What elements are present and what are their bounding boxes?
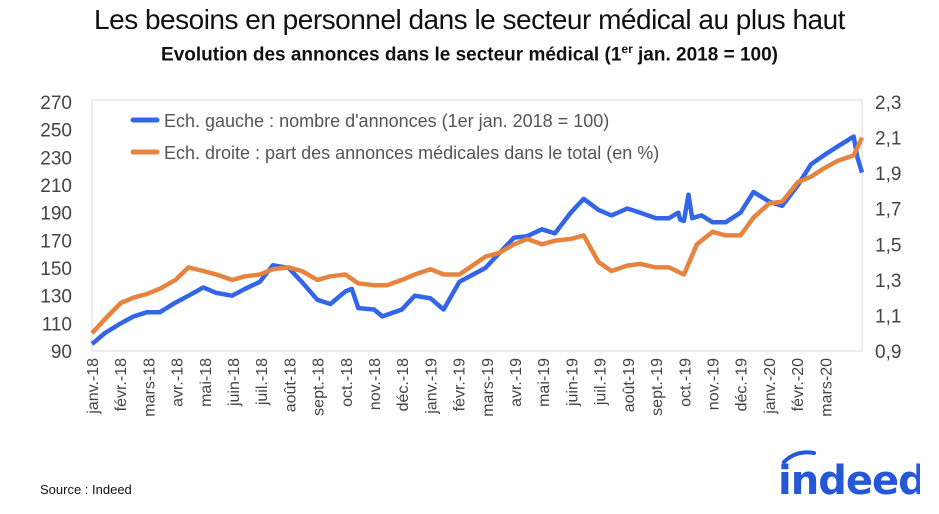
y-left-tick-label: 230 (40, 148, 72, 169)
x-tick-label: janv.-20 (762, 358, 779, 415)
legend-label: Ech. gauche : nombre d'annonces (1er jan… (164, 111, 609, 131)
y-right-tick-label: 2,3 (875, 93, 901, 114)
y-right-tick-label: 1,1 (875, 306, 901, 327)
y-left-tick-label: 210 (40, 176, 72, 197)
x-tick-label: févr.-19 (452, 358, 469, 411)
x-tick-label: déc.-18 (395, 358, 412, 411)
y-left-tick-label: 90 (51, 342, 72, 363)
x-tick-label: févr.-18 (113, 358, 130, 411)
plot-frame (91, 99, 863, 352)
y-right-tick-label: 1,9 (875, 164, 901, 185)
x-tick-label: juil.-19 (593, 358, 610, 406)
y-left-tick-label: 150 (40, 259, 72, 280)
y-left-tick-label: 110 (42, 314, 72, 335)
subtitle-text: Evolution des annonces dans le secteur m… (161, 44, 622, 66)
y-right-tick-label: 1,7 (875, 200, 901, 221)
chart-title: Les besoins en personnel dans le secteur… (94, 4, 845, 35)
y-left-tick-label: 130 (40, 287, 72, 308)
series-line-right (90, 136, 865, 335)
y-left-tick-label: 270 (40, 93, 72, 114)
svg-text:indeed: indeed (778, 458, 920, 500)
x-tick-label: juil.-18 (254, 358, 271, 406)
x-tick-label: avr.-18 (170, 358, 187, 407)
x-tick-label: mars-18 (141, 358, 158, 417)
chart-subtitle: Evolution des annonces dans le secteur m… (0, 42, 939, 66)
x-tick-label: déc.-19 (734, 358, 751, 411)
x-tick-label: nov.-18 (367, 358, 384, 410)
indeed-logo: indeed (770, 450, 927, 505)
x-tick-label: oct.-19 (677, 358, 694, 407)
x-tick-label: avr.-19 (508, 358, 525, 407)
subtitle-sup: er (621, 42, 633, 56)
y-right-tick-label: 1,5 (875, 235, 901, 256)
subtitle-text-end: jan. 2018 = 100) (632, 44, 778, 66)
y-right-tick-label: 1,3 (875, 271, 901, 292)
source-note: Source : Indeed (40, 482, 132, 497)
x-tick-label: mars-20 (818, 358, 835, 417)
x-tick-label: juin-18 (226, 358, 243, 407)
y-left-tick-label: 190 (40, 204, 72, 225)
x-tick-label: oct.-18 (339, 358, 356, 407)
x-tick-label: mars-19 (480, 358, 497, 417)
y-right-tick-label: 2,1 (875, 129, 901, 150)
x-tick-label: nov.-19 (705, 358, 722, 410)
y-left-tick-label: 250 (40, 121, 72, 142)
series-line-left (90, 134, 865, 346)
x-tick-label: janv.-19 (423, 358, 440, 415)
x-tick-label: sept.-18 (311, 358, 328, 416)
legend-label: Ech. droite : part des annonces médicale… (164, 143, 659, 163)
x-tick-label: sept.-19 (649, 358, 666, 416)
y-right-tick-label: 0,9 (875, 342, 901, 363)
x-tick-label: mai-18 (198, 358, 215, 407)
y-left-tick-label: 170 (40, 231, 72, 252)
x-tick-label: mai-19 (536, 358, 553, 407)
x-tick-label: août-18 (282, 358, 299, 412)
x-tick-label: juin-19 (564, 358, 581, 407)
x-tick-label: févr.-20 (790, 358, 807, 411)
x-tick-label: janv.-18 (85, 358, 102, 415)
x-tick-label: août-19 (621, 358, 638, 412)
